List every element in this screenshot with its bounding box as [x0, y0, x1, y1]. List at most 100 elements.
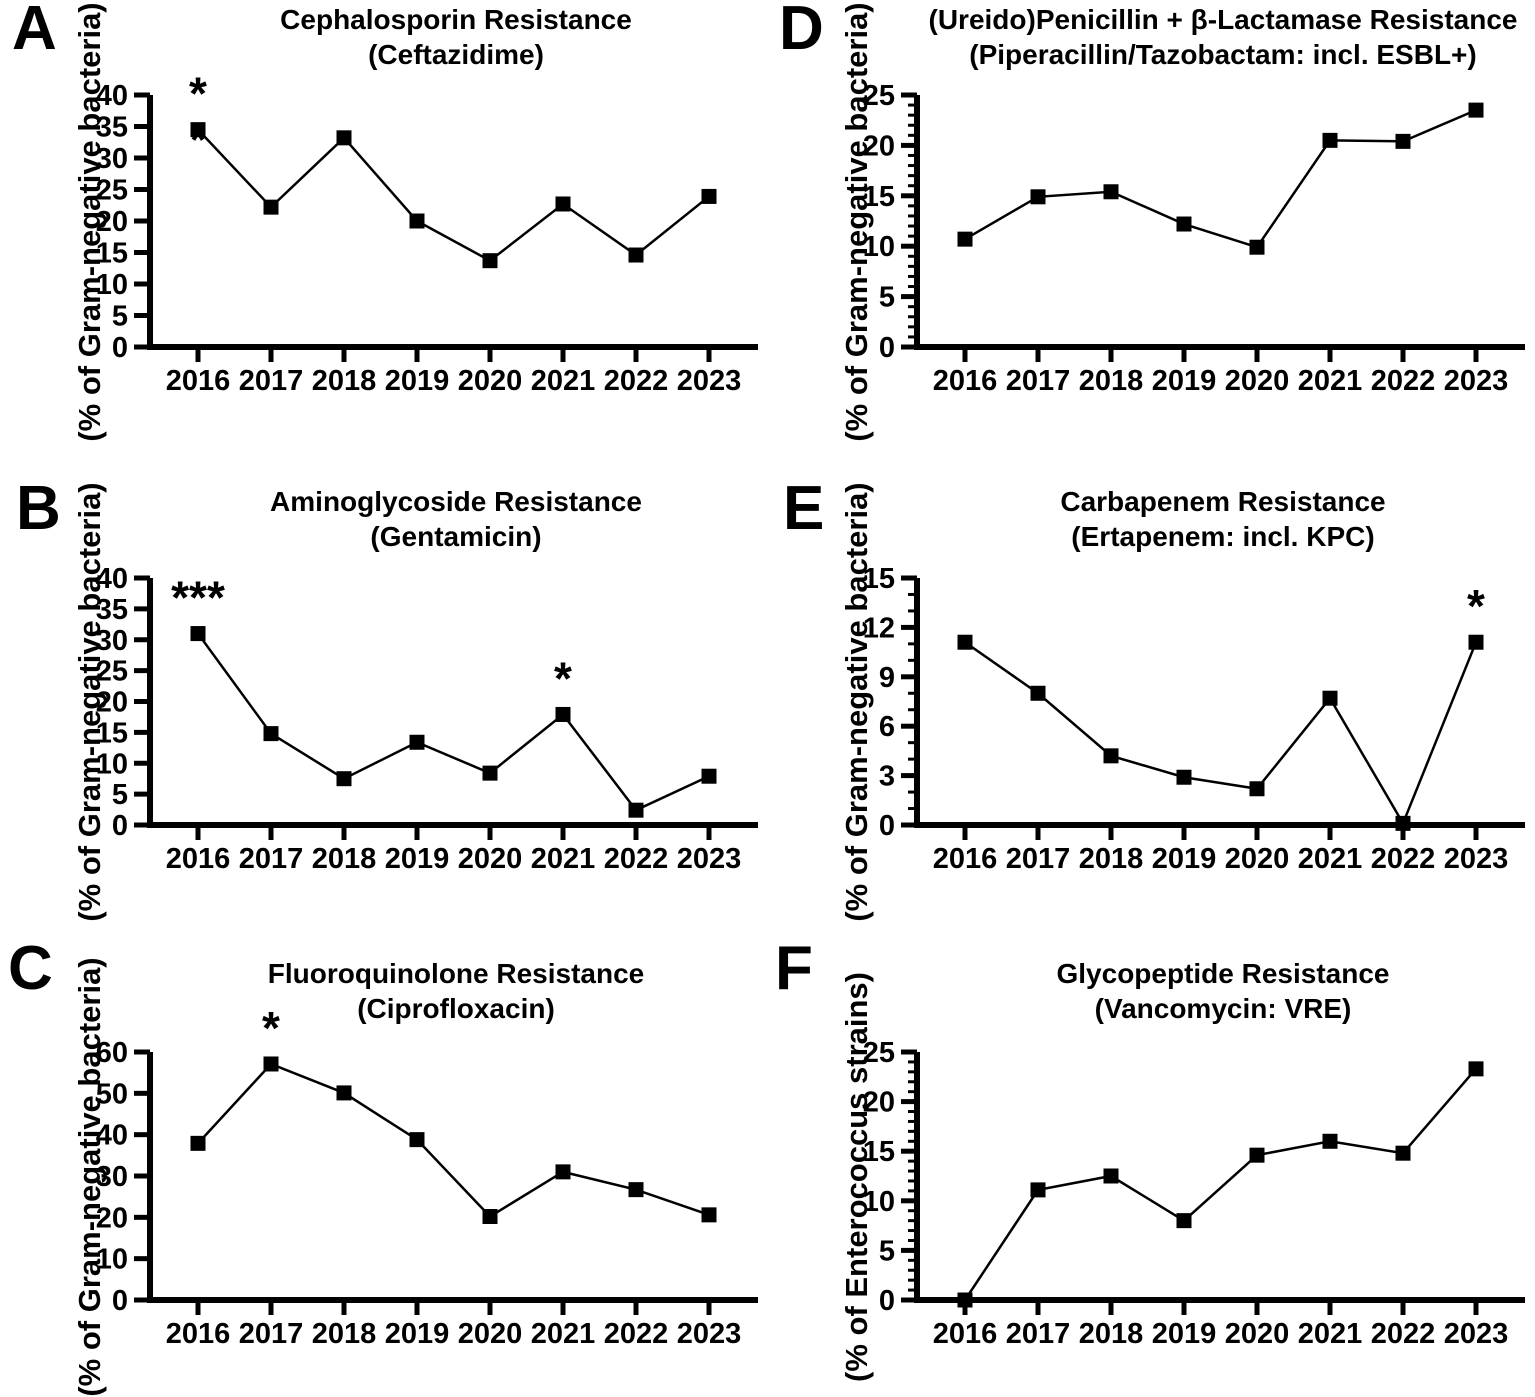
- chart-title-line1: Aminoglycoside Resistance: [270, 486, 642, 517]
- data-point: [701, 768, 717, 784]
- series-line: [196, 632, 710, 812]
- data-point: [1176, 769, 1192, 785]
- x-tick-label: 2017: [1006, 843, 1071, 875]
- data-point: [1249, 781, 1265, 797]
- y-tick-label: 25: [863, 80, 895, 112]
- x-tick-label: 2023: [1444, 1318, 1509, 1350]
- data-point: [1030, 1182, 1046, 1198]
- y-tick-label: 0: [112, 332, 128, 364]
- y-tick-label: 0: [879, 1285, 895, 1317]
- chart-title: (Ureido)Penicillin + β-Lactamase Resista…: [917, 2, 1529, 72]
- x-tick-label: 2022: [1371, 843, 1436, 875]
- series-line: [964, 641, 1478, 827]
- y-axis-label: (% of Gram-negative bacteria): [72, 2, 107, 442]
- x-tick-label: 2020: [1225, 1318, 1290, 1350]
- y-tick-label: 25: [863, 1037, 895, 1069]
- data-point: [409, 1132, 425, 1148]
- x-tick-label: 2022: [604, 843, 669, 875]
- y-tick-label: 25: [96, 656, 128, 688]
- series-line: [963, 1068, 1477, 1301]
- data-point: [263, 199, 279, 215]
- data-point: [555, 1164, 571, 1180]
- data-point: [555, 706, 571, 722]
- y-axis-label: (% of Enterococcus strains): [839, 972, 874, 1382]
- data-point: [1030, 685, 1046, 701]
- data-point: [263, 1056, 279, 1072]
- x-tick-label: 2017: [239, 365, 304, 397]
- x-tick-label: 2021: [531, 365, 596, 397]
- data-point: [190, 626, 206, 642]
- axes: [147, 95, 758, 350]
- x-tick-label: 2021: [531, 1318, 596, 1350]
- chart-title: Cephalosporin Resistance (Ceftazidime): [150, 2, 762, 72]
- y-tick-label: 30: [96, 1161, 128, 1193]
- y-tick-label: 20: [863, 1087, 895, 1119]
- data-point: [336, 1085, 352, 1101]
- y-tick-label: 5: [112, 779, 128, 811]
- x-tick-label: 2023: [1444, 365, 1509, 397]
- y-tick-label: 10: [863, 231, 895, 263]
- x-tick-label: 2018: [312, 365, 377, 397]
- x-tick-label: 2018: [1079, 1318, 1144, 1350]
- x-tick-label: 2023: [1444, 843, 1509, 875]
- x-tick-label: 2021: [1298, 1318, 1363, 1350]
- data-point: [409, 213, 425, 229]
- data-point: [701, 1207, 717, 1223]
- chart-title-line2: (Ciprofloxacin): [357, 993, 555, 1024]
- x-tick-label: 2020: [458, 843, 523, 875]
- data-point: [1395, 1145, 1411, 1161]
- data-point: [701, 188, 717, 204]
- panel-letter: B: [16, 474, 61, 543]
- data-point: [628, 1182, 644, 1198]
- data-point: [1468, 1061, 1484, 1077]
- y-tick-label: 10: [96, 269, 128, 301]
- y-tick-label: 20: [96, 687, 128, 719]
- x-tick-label: 2016: [933, 365, 998, 397]
- data-point: [1176, 216, 1192, 232]
- x-tick-label: 2019: [385, 843, 450, 875]
- panel-letter: E: [783, 474, 825, 543]
- data-point: [1322, 132, 1338, 148]
- panel-d-chart: 0 5 10 15 20 25 2016 2017 2018 2019 2020 2021 2022 20…: [863, 80, 1525, 397]
- y-tick-label: 20: [96, 206, 128, 238]
- y-tick-label: 12: [863, 612, 895, 644]
- chart-title-line2: (Ceftazidime): [368, 39, 544, 70]
- y-tick-label: 15: [863, 1136, 895, 1168]
- chart-title: Aminoglycoside Resistance (Gentamicin): [150, 484, 762, 554]
- y-tick-label: 0: [112, 810, 128, 842]
- y-tick-label: 40: [96, 563, 128, 595]
- panel-b-aminoglycoside: 0 5 10 15 20 25 30 35 40 2016 2017 2018 2019 2020 2021…: [0, 440, 767, 922]
- x-tick-label: 2018: [312, 1318, 377, 1350]
- chart-title: Glycopeptide Resistance (Vancomycin: VRE…: [917, 956, 1529, 1026]
- data-point: [628, 802, 644, 818]
- x-tick-label: 2023: [677, 1318, 742, 1350]
- panel-c-fluoroquinolone: 0 10 20 30 40 50 60 2016 2017 2018 2019 2020 2021 202…: [0, 920, 767, 1397]
- x-tick-label: 2016: [166, 843, 231, 875]
- axes: [914, 578, 1525, 828]
- y-tick-label: 9: [879, 662, 895, 694]
- data-point: [1103, 184, 1119, 200]
- chart-title-line1: Carbapenem Resistance: [1060, 486, 1386, 517]
- y-tick-label: 35: [96, 112, 128, 144]
- data-point: [1176, 1213, 1192, 1229]
- data-point: [1468, 634, 1484, 650]
- chart-title: Fluoroquinolone Resistance (Ciprofloxaci…: [150, 956, 762, 1026]
- panel-f-glycopeptide: 0 5 10 15 20 25 2016 2017 2018 2019 2020 2021 2022 20…: [767, 920, 1535, 1382]
- y-tick-label: 40: [96, 80, 128, 112]
- chart-title-line2: (Gentamicin): [370, 521, 542, 552]
- y-tick-label: 10: [863, 1186, 895, 1218]
- y-tick-label: 0: [112, 1285, 128, 1317]
- x-tick-label: 2017: [1006, 1318, 1071, 1350]
- y-tick-label: 25: [96, 175, 128, 207]
- y-tick-label: 30: [96, 625, 128, 657]
- chart-title-line1: (Ureido)Penicillin + β-Lactamase Resista…: [928, 4, 1518, 35]
- y-tick-label: 15: [863, 563, 895, 595]
- y-tick-label: 50: [96, 1078, 128, 1110]
- y-tick-label: 40: [96, 1120, 128, 1152]
- x-tick-label: 2022: [1371, 1318, 1436, 1350]
- chart-title-line2: (Piperacillin/Tazobactam: incl. ESBL+): [969, 39, 1477, 70]
- axes: [914, 1052, 1525, 1303]
- y-axis-label: (% of Gram-negative bacteria): [72, 482, 107, 922]
- data-point: [336, 771, 352, 787]
